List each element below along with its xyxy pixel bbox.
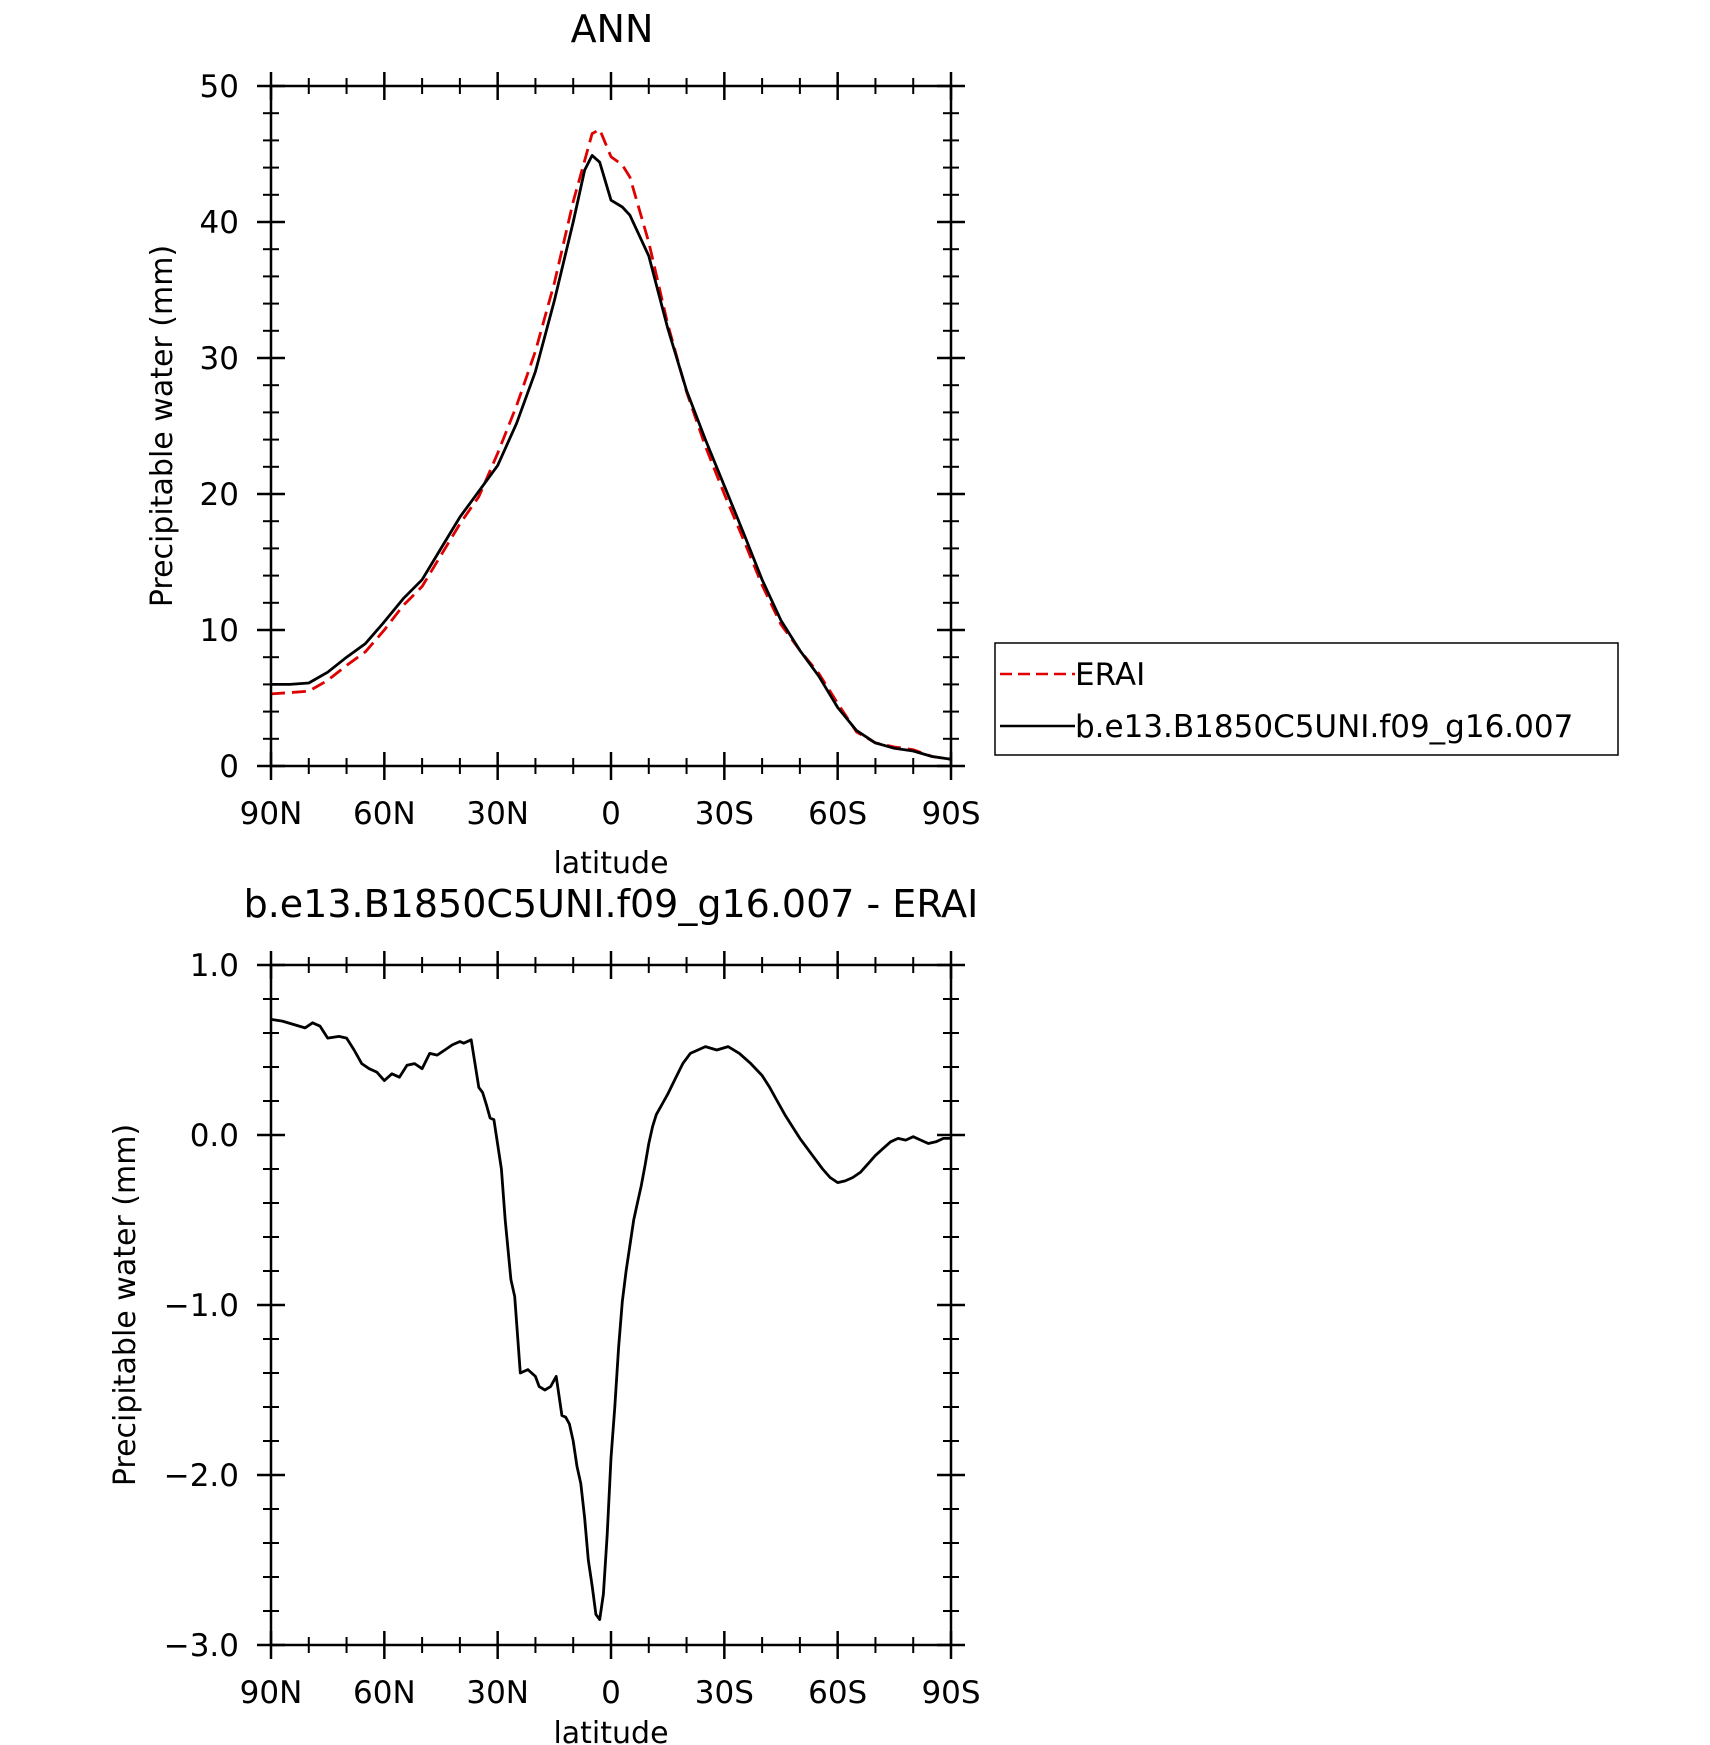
y-tick-label: 20 [200, 477, 239, 513]
bottom-panel: b.e13.B1850C5UNI.f09_g16.007 - ERAI 90N 6… [108, 882, 981, 1745]
x-tick-label: 60S [808, 796, 867, 832]
x-tick-label: 0 [601, 1675, 621, 1711]
erai-series-line [270, 128, 952, 761]
top-panel: ANN 90N 60N 30N 0 30S 60S 90S 0 10 20 30 40 50 lati… [145, 7, 981, 881]
legend-label-model: b.e13.B1850C5UNI.f09_g16.007 [1075, 709, 1573, 745]
x-tick-label: 90N [240, 1675, 303, 1711]
y-tick-label: 40 [200, 205, 239, 241]
x-tick-label: 30S [695, 796, 754, 832]
x-tick-label: 90S [921, 1675, 980, 1711]
x-tick-label: 30S [695, 1675, 754, 1711]
x-tick-label: 60N [353, 796, 416, 832]
bottom-y-axis-label: Precipitable water (mm) [108, 1124, 143, 1486]
bottom-chart-title: b.e13.B1850C5UNI.f09_g16.007 - ERAI [244, 882, 979, 926]
x-tick-label: 90N [240, 796, 303, 832]
y-tick-label: −2.0 [164, 1458, 239, 1494]
bottom-x-axis-label: latitude [553, 1716, 668, 1745]
y-tick-label: −3.0 [164, 1628, 239, 1664]
legend-label-erai: ERAI [1075, 657, 1145, 693]
y-tick-label: 0.0 [190, 1118, 239, 1154]
x-tick-label: 30N [466, 1675, 529, 1711]
x-tick-label: 60S [808, 1675, 867, 1711]
y-tick-label: 50 [200, 69, 239, 105]
x-tick-label: 30N [466, 796, 529, 832]
top-chart-title: ANN [571, 7, 654, 51]
y-tick-label: 0 [219, 749, 239, 785]
legend: ERAI b.e13.B1850C5UNI.f09_g16.007 [994, 642, 1619, 756]
x-tick-label: 60N [353, 1675, 416, 1711]
legend-box [994, 642, 1619, 756]
x-tick-label: 0 [601, 796, 621, 832]
y-tick-label: 10 [200, 613, 239, 649]
x-tick-label: 90S [921, 796, 980, 832]
model-series-line [271, 153, 952, 761]
top-y-axis-label: Precipitable water (mm) [145, 245, 180, 607]
top-plot-frame [269, 84, 953, 768]
bottom-plot-frame [269, 963, 953, 1647]
y-tick-label: 1.0 [190, 948, 239, 984]
difference-series-line [270, 1018, 951, 1621]
y-tick-label: 30 [200, 341, 239, 377]
y-tick-label: −1.0 [164, 1288, 239, 1324]
top-x-axis-label: latitude [553, 846, 668, 881]
